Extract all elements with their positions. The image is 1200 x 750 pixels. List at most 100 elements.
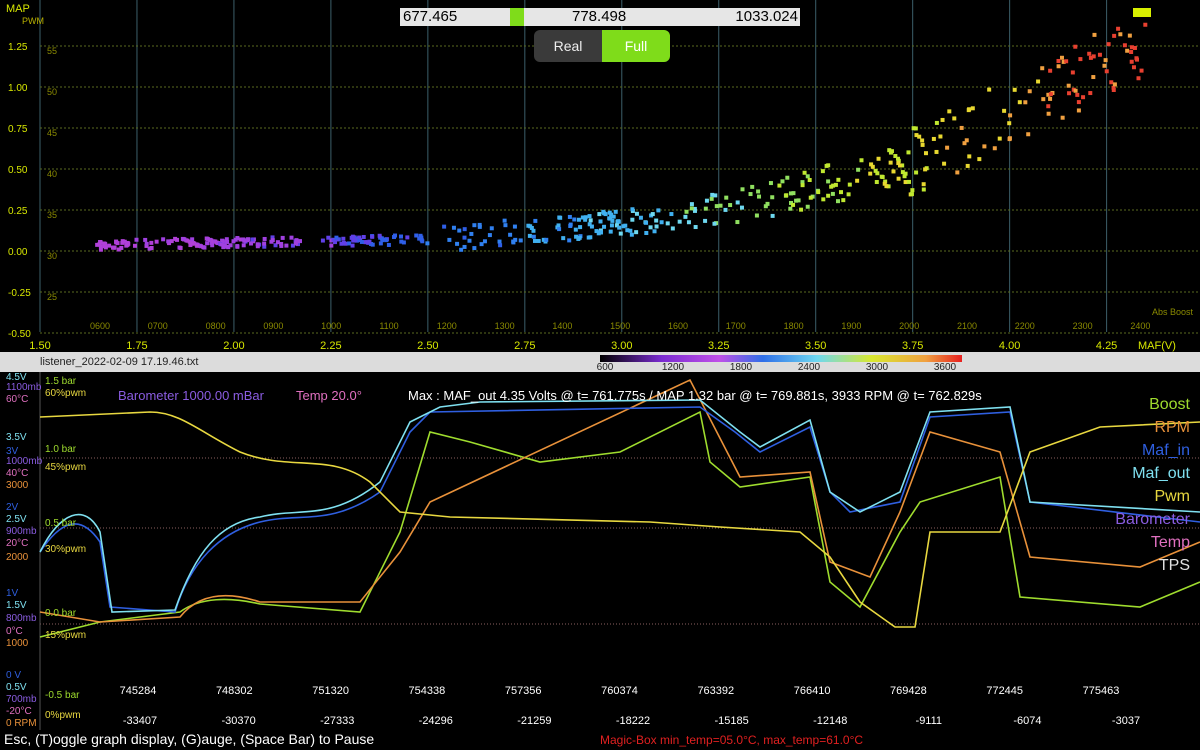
scatter-point: [630, 207, 635, 212]
scatter-point: [1132, 45, 1137, 50]
scatter-point: [578, 225, 583, 230]
scatter-point: [417, 236, 422, 241]
scatter-point: [1135, 57, 1140, 62]
scatter-point: [807, 177, 812, 182]
scatter-point: [1076, 100, 1081, 105]
scatter-point: [568, 222, 573, 227]
scatter-point: [906, 150, 911, 155]
scatter-point: [805, 204, 810, 209]
scatter-point: [190, 237, 195, 242]
scatter-point: [846, 192, 851, 197]
slider-handle[interactable]: [510, 8, 524, 26]
colorbar-tick-label: 1200: [662, 362, 685, 372]
scatter-point: [841, 198, 846, 203]
axis-bar-15: 1.5 bar: [45, 376, 77, 387]
scatter-point: [799, 207, 804, 212]
y-tick-label: 0.75: [8, 124, 28, 135]
scatter-point: [238, 237, 243, 242]
pwm-tick-label: 45: [47, 128, 57, 138]
scatter-point: [262, 244, 267, 249]
axis-rpm-1000: 1000: [6, 638, 29, 649]
scatter-point: [1116, 26, 1121, 31]
legend-barometer: Barometer: [1115, 511, 1190, 528]
scatter-point: [1067, 91, 1072, 96]
scatter-point: [870, 164, 875, 169]
scatter-point: [1129, 59, 1134, 64]
scatter-point: [1112, 33, 1117, 38]
colorbar-tick-label: 3000: [866, 362, 889, 372]
time-tick-label: 772445: [986, 685, 1023, 697]
full-speed-button[interactable]: Full Speed: [602, 30, 670, 62]
axis-bar-10: 1.0 bar: [45, 444, 77, 455]
scatter-point: [868, 171, 873, 176]
scatter-point: [462, 235, 467, 240]
scatter-point: [609, 212, 614, 217]
scatter-point: [175, 237, 180, 242]
scatter-point: [1125, 48, 1130, 53]
legend-boost: Boost: [1149, 396, 1190, 413]
relative-tick-label: -12148: [813, 715, 847, 727]
scatter-point: [768, 181, 773, 186]
x-tick-label: 2.50: [417, 340, 438, 352]
y-axis-title: MAP: [6, 3, 30, 15]
scatter-point: [270, 235, 275, 240]
scatter-point: [1092, 32, 1097, 37]
barometer-readout: Barometer 1000.00 mBar: [118, 388, 264, 403]
scatter-point: [583, 217, 588, 222]
scatter-point: [497, 239, 502, 244]
scatter-point: [199, 244, 204, 249]
relative-tick-label: -21259: [517, 715, 551, 727]
scatter-point: [149, 240, 154, 245]
scatter-point: [1064, 59, 1069, 64]
scatter-point: [1048, 92, 1053, 97]
scatter-point: [670, 226, 675, 231]
legend-pwm: Pwm: [1154, 488, 1190, 505]
scatter-point: [735, 220, 740, 225]
scatter-point: [796, 198, 801, 203]
rpm-tick-label: 2000: [899, 321, 919, 331]
scatter-point: [249, 241, 254, 246]
axis-mb-1000: 1000mb: [6, 456, 43, 467]
scatter-point: [602, 224, 607, 229]
scatter-point: [1076, 108, 1081, 113]
rpm-tick-label: 2400: [1130, 321, 1150, 331]
real-time-button[interactable]: Real Time: [534, 30, 602, 62]
scatter-point: [1118, 32, 1123, 37]
axis-volt-35: 3.5V: [6, 432, 27, 443]
scatter-point: [451, 225, 456, 230]
scatter-point: [713, 193, 718, 198]
scatter-point: [689, 202, 694, 207]
scatter-point: [763, 204, 768, 209]
scatter-point: [805, 174, 810, 179]
scatter-point: [942, 161, 947, 166]
scatter-point: [293, 241, 298, 246]
scatter-point: [898, 163, 903, 168]
time-range-slider[interactable]: 677.465 778.498 1033.024: [400, 8, 800, 26]
scatter-point: [906, 179, 911, 184]
scatter-point: [1026, 132, 1031, 137]
x-tick-label: 2.75: [514, 340, 535, 352]
scatter-point: [513, 237, 518, 242]
scatter-point: [210, 243, 215, 248]
time-tick-label: 748302: [216, 685, 253, 697]
scatter-point: [399, 239, 404, 244]
scatter-point: [603, 212, 608, 217]
scatter-point: [654, 224, 659, 229]
rpm-tick-label: 0700: [148, 321, 168, 331]
scatter-point: [648, 225, 653, 230]
y-tick-label: 0.50: [8, 165, 28, 176]
scatter-point: [886, 184, 891, 189]
rpm-tick-label: 1800: [784, 321, 804, 331]
scatter-point: [1012, 87, 1017, 92]
scatter-point: [386, 242, 391, 247]
series-line-pwm: [39, 411, 1200, 628]
scatter-point: [154, 239, 159, 244]
scatter-point: [903, 171, 908, 176]
scatter-point: [896, 161, 901, 166]
scatter-point: [896, 176, 901, 181]
scatter-point: [182, 237, 187, 242]
scatter-point: [320, 238, 325, 243]
scatter-point: [531, 228, 536, 233]
scatter-point: [791, 191, 796, 196]
scatter-point: [351, 238, 356, 243]
